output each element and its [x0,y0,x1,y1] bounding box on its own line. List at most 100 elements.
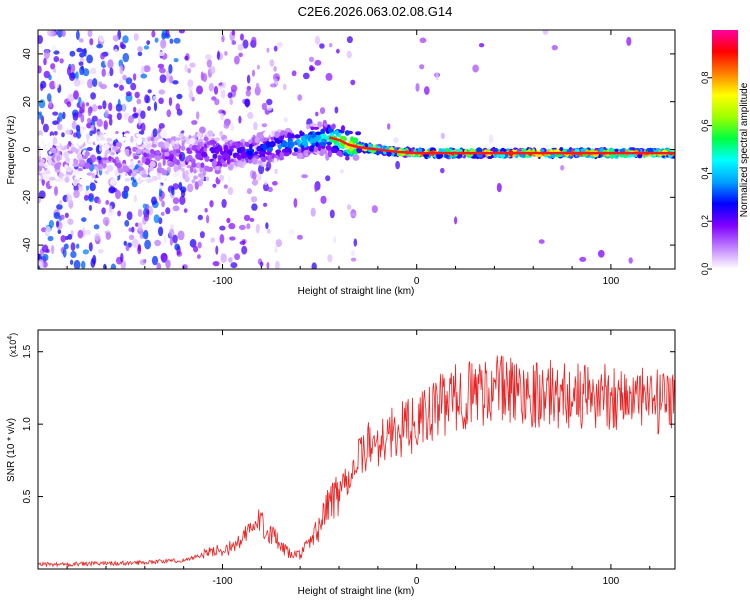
spectrogram-ridge-cell [303,149,309,155]
spectrogram-ridge-cell [275,149,282,154]
spectrogram-noise-cell [259,261,264,267]
spectrogram-noise-cell [254,86,261,96]
spectrogram-noise-cell [209,66,216,75]
spectrogram-noise-cell [538,239,545,244]
spectrogram-noise-cell [89,154,97,163]
spectrogram-noise-cell [88,204,92,211]
spectrogram-noise-cell [93,224,100,230]
spectrogram-noise-cell [251,203,258,211]
spectrogram-ridge-cell [207,130,214,137]
spectrogram-noise-cell [139,259,146,266]
spectrogram-noise-cell [206,59,212,68]
spectrogram-ridge-cell [614,148,619,153]
spectrogram-noise-cell [156,180,161,187]
spectrogram-ridge-cell [145,132,152,137]
spectrogram-noise-cell [289,228,295,236]
snr-x-tick-label: 0 [414,576,420,587]
spectrogram-ridge-cell [195,162,202,169]
spectrogram-noise-cell [85,184,90,191]
spectrogram-noise-cell [241,245,248,255]
spectrogram-noise-cell [59,58,64,64]
spectrogram-noise-cell [454,216,458,225]
spectrogram-ridge-cell [284,131,288,136]
spectrogram-ridge-cell [273,158,278,164]
spectrogram-ridge-cell [51,162,55,167]
spectrogram-ridge-cell [38,152,42,157]
spectrogram-ridge-cell [63,151,69,159]
spectrogram-ridge-cell [321,138,326,143]
spectrogram-noise-cell [346,50,352,59]
spectrogram-noise-cell [140,73,148,79]
spectrogram-noise-cell [69,50,76,57]
spectrogram-noise-cell [193,245,199,253]
spectrogram-noise-cell [38,265,41,269]
spectrogram-noise-cell [82,249,90,255]
spectrogram-ridge-cell [44,146,51,151]
spectrogram-noise-cell [86,147,93,151]
spectrogram-noise-cell [51,244,55,255]
spectrogram-noise-cell [269,83,277,88]
spectrogram-noise-cell [551,44,558,51]
spectrogram-noise-cell [161,32,167,40]
spectrogram-noise-cell [212,261,220,267]
spectrogram-noise-cell [168,64,173,74]
spectrogram-noise-cell [124,220,130,227]
spectrogram-ridge-cell [317,121,323,128]
spectrogram-ridge-cell [76,153,83,160]
spectrogram-noise-cell [168,228,175,239]
spectrogram-noise-cell [255,173,262,181]
spectrogram-noise-cell [137,115,142,126]
spectrogram-ridge-cell [38,166,43,172]
spectrogram-ridge-cell [254,151,259,155]
spectrogram-noise-cell [212,183,217,188]
spectrogram-noise-cell [542,30,549,35]
spectrogram-ridge-cell [239,142,244,146]
spectrogram-ridge-cell [293,147,299,153]
spectrogram-marks [38,30,675,269]
spectrogram-noise-cell [160,39,167,49]
spectrogram-noise-cell [125,244,130,252]
spectrogram-noise-cell [228,222,236,230]
spectrogram-ridge-cell [84,162,91,169]
spectrogram-noise-cell [274,245,278,254]
spectrogram-noise-cell [219,225,226,231]
spectrogram-ridge-cell [70,147,77,152]
spectrogram-ridge-cell [185,156,190,163]
spectrogram-noise-cell [96,44,103,49]
spectrogram-noise-cell [496,182,502,193]
spectrogram-noise-cell [253,121,258,131]
spectrogram-noise-cell [237,44,244,51]
spectrogram-ridge-cell [310,126,315,131]
spectrogram-noise-cell [177,230,185,241]
spectrogram-ridge-cell [160,131,167,139]
spectrogram-noise-cell [315,111,319,117]
spectrogram-noise-cell [82,253,88,262]
spectrogram-ridge-cell [191,162,197,168]
snr-y-tick-label: 1.5 [22,344,33,358]
spectrogram-noise-cell [134,91,140,99]
spectrogram-x-tick-label: -100 [212,276,232,287]
spectrogram-noise-cell [137,46,143,53]
spectrogram-noise-cell [128,227,133,232]
spectrogram-noise-cell [172,205,180,212]
spectrogram-ridge-cell [38,155,42,160]
spectrogram-noise-cell [267,228,271,234]
spectrogram-ridge-cell [231,144,237,149]
spectrogram-noise-cell [62,248,67,258]
spectrogram-ridge-cell [173,144,180,150]
spectrogram-ridge-cell [200,162,205,168]
spectrogram-noise-cell [144,239,152,250]
spectrogram-ridge-cell [103,143,110,150]
spectrogram-noise-cell [325,72,333,81]
spectrogram-ridge-cell [52,137,58,145]
spectrogram-noise-cell [419,64,425,70]
spectrogram-noise-cell [92,78,98,87]
spectrogram-noise-cell [217,85,223,90]
spectrogram-ridge-cell [324,148,328,155]
spectrogram-noise-cell [333,236,337,244]
spectrogram-noise-cell [54,78,60,89]
spectrogram-ridge-cell [223,144,229,152]
colorbar-tick-label: 0.4 [700,167,710,180]
spectrogram-noise-cell [137,222,143,232]
spectrogram-noise-cell [52,44,56,52]
